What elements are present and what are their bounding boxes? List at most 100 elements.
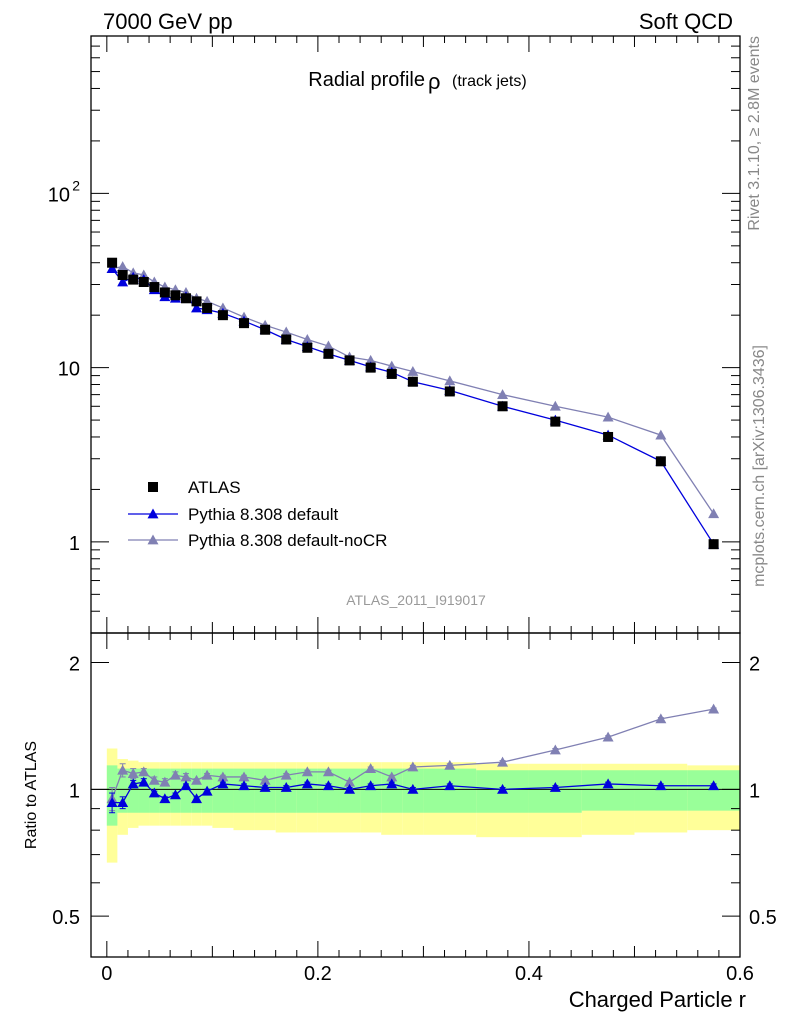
ratio-frame <box>90 632 741 958</box>
stat-uncertainty-band <box>117 768 128 813</box>
atlas-point <box>655 456 666 467</box>
x-tick-label: 0.4 <box>515 963 543 985</box>
stat-uncertainty-band <box>423 768 477 813</box>
ratio-point-nocr <box>159 776 171 787</box>
ratio-y-tick-label: 1 <box>69 780 80 802</box>
nocr-point <box>444 375 456 386</box>
atlas-point <box>323 348 334 359</box>
ratio-y-tick-label-right: 2 <box>749 654 760 676</box>
legend-atlas-marker <box>148 482 158 492</box>
ratio-point-nocr <box>365 763 377 774</box>
chart-title-symbol: ρ <box>428 69 441 94</box>
header-right: Soft QCD <box>639 9 733 34</box>
y-tick-label: 1 <box>69 533 80 555</box>
ratio-point-default <box>344 783 356 794</box>
ratio-y-tick-label: 0.5 <box>52 907 80 929</box>
nocr-point <box>280 326 292 337</box>
stat-uncertainty-band <box>381 768 403 813</box>
ratio-series <box>106 703 720 814</box>
ratio-point-nocr <box>280 769 292 780</box>
legend-default-marker <box>147 508 159 519</box>
atlas-point <box>239 318 250 329</box>
ratio-point-default <box>280 782 292 792</box>
ratio-point-nocr <box>117 764 129 775</box>
ratio-y-tick-label: 2 <box>69 654 80 676</box>
ratio-point-default <box>106 797 118 808</box>
ratio-point-nocr <box>191 774 203 785</box>
y-tick-label-exponent: 2 <box>72 177 80 193</box>
nocr-point <box>497 389 509 400</box>
legend-entry: Pythia 8.308 default-noCR <box>188 531 387 550</box>
atlas-point <box>159 287 170 298</box>
ratio-point-nocr <box>169 769 181 780</box>
x-tick-label: 0.2 <box>304 963 332 985</box>
atlas-point <box>444 386 455 397</box>
stat-uncertainty-band <box>317 768 339 813</box>
nocr-point <box>386 360 398 371</box>
ratio-uncertainty-bands <box>106 748 740 863</box>
ratio-y-tick-labels: 2 2 1 1 0.5 0.5 <box>52 654 777 930</box>
stat-uncertainty-band <box>191 768 202 813</box>
ratio-point-nocr <box>301 766 313 777</box>
header-left: 7000 GeV pp <box>103 9 233 34</box>
nocr-point <box>117 261 129 271</box>
atlas-point <box>281 334 292 345</box>
ratio-y-tick-label-right: 0.5 <box>749 907 777 929</box>
ratio-point-nocr <box>180 771 192 782</box>
side-label-bottom: mcplots.cern.ch [arXiv:1306.3436] <box>751 345 768 587</box>
ratio-point-nocr <box>238 771 250 782</box>
ratio-point-default <box>169 789 181 800</box>
ratio-panel: 2 2 1 1 0.5 0.5 0 0.2 0.4 0.6 Ratio to ATLAS Cha… <box>23 632 777 1012</box>
ratio-point-default <box>322 780 334 791</box>
nocr-point <box>549 400 561 411</box>
ratio-point-default <box>708 780 720 791</box>
ratio-point-default <box>549 782 561 792</box>
ratio-point-nocr <box>217 771 229 782</box>
atlas-point <box>407 376 418 387</box>
atlas-point <box>107 257 118 268</box>
atlas-point <box>202 302 213 313</box>
legend-entry: ATLAS <box>188 478 241 497</box>
ratio-point-nocr <box>549 744 561 755</box>
ratio-point-default <box>386 778 398 789</box>
atlas-point <box>365 362 376 373</box>
ratio-point-default <box>655 780 667 791</box>
atlas-point <box>344 355 355 366</box>
ratio-point-nocr <box>127 768 139 778</box>
nocr-point <box>655 429 667 440</box>
default-point <box>106 263 118 274</box>
ratio-point-default <box>217 778 229 789</box>
legend: ATLAS Pythia 8.308 default Pythia 8.308 de… <box>128 478 387 550</box>
main-axis-ticks <box>91 35 741 634</box>
ratio-point-default <box>191 793 203 804</box>
nocr-point <box>365 354 377 365</box>
x-tick-labels: 0 0.2 0.4 0.6 <box>101 963 754 985</box>
ratio-point-nocr <box>708 703 720 714</box>
stat-uncertainty-band <box>360 768 382 813</box>
ratio-point-default <box>148 787 160 798</box>
ratio-point-default <box>127 778 139 789</box>
atlas-point <box>217 310 228 321</box>
atlas-point <box>497 401 508 412</box>
stat-uncertainty-band <box>233 768 255 813</box>
nocr-point <box>322 340 334 351</box>
y-tick-label: 10 <box>48 184 70 206</box>
ratio-y-axis-label: Ratio to ATLAS <box>23 741 40 849</box>
ratio-point-nocr <box>138 766 150 777</box>
nocr-point <box>407 366 419 376</box>
atlas-point <box>117 270 128 281</box>
nocr-point <box>602 411 614 422</box>
atlas-point <box>386 368 397 379</box>
ratio-point-default <box>159 793 171 804</box>
stat-uncertainty-band <box>138 768 150 813</box>
ratio-point-default <box>238 780 250 791</box>
stat-uncertainty-band <box>581 770 635 811</box>
stat-uncertainty-band <box>687 770 740 811</box>
x-tick-label: 0 <box>101 963 112 985</box>
ratio-point-default <box>444 780 456 791</box>
ratio-point-default <box>138 776 150 787</box>
stat-uncertainty-band <box>159 768 171 813</box>
atlas-point <box>260 324 271 335</box>
